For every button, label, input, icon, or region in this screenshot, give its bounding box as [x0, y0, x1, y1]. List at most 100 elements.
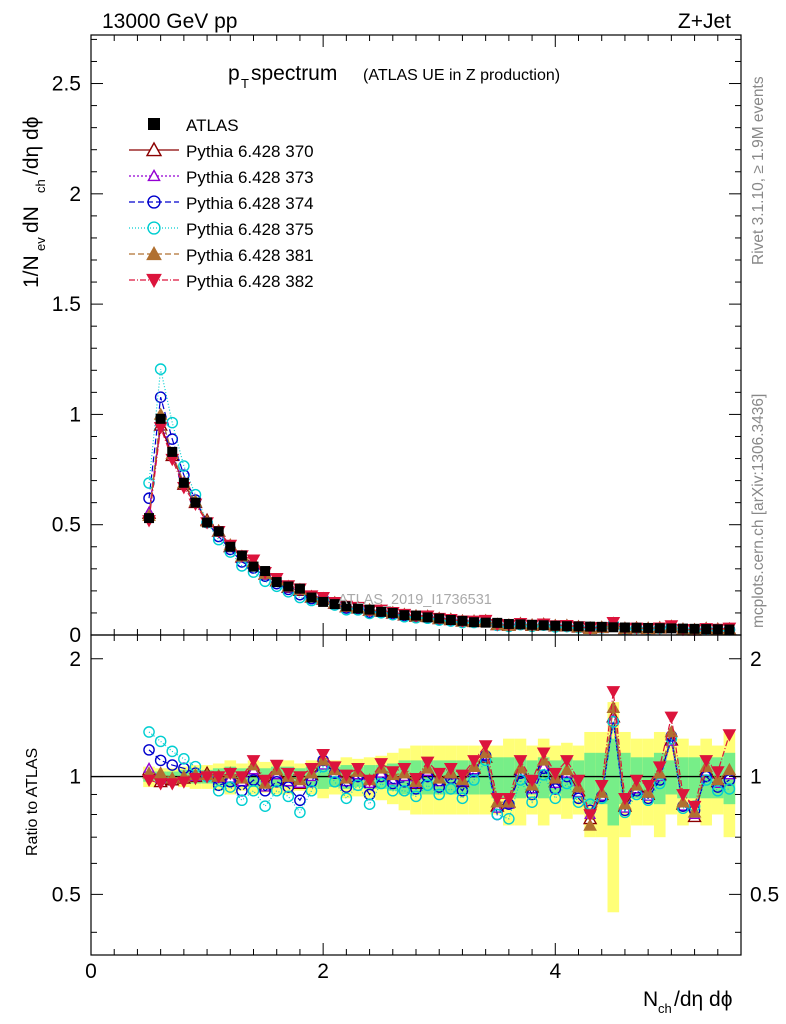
x-axis-label: N ch /dη dϕ [643, 988, 732, 1016]
series-point-ratio [281, 767, 296, 781]
ylabel-sub1: ev [33, 237, 48, 251]
series-point-ratio [664, 711, 679, 724]
data-point [585, 621, 596, 632]
series-point-ratio [699, 755, 714, 768]
data-point [352, 603, 363, 614]
ratio-y-label: Ratio to ATLAS [24, 748, 41, 856]
series-point-ratio [618, 792, 632, 806]
process-label: Z+Jet [678, 10, 731, 33]
series-point-ratio [502, 792, 516, 806]
series-point-main [154, 391, 167, 404]
series-point-ratio [583, 809, 597, 822]
series-point-ratio [340, 792, 353, 805]
xlabel-a: N [643, 988, 658, 1011]
ratio-band-green [479, 760, 492, 795]
series-point-ratio [293, 771, 307, 784]
data-point [515, 619, 526, 630]
series-point-ratio [572, 792, 585, 805]
series-point-ratio [676, 789, 690, 802]
legend-label: Pythia 6.428 382 [186, 272, 314, 291]
series-point-ratio [269, 759, 284, 773]
ratio-y-tick-label-right: 1 [750, 766, 762, 789]
series-point-ratio [304, 762, 319, 776]
ratio-y-tick-label: 1 [69, 766, 81, 789]
series-point-ratio [513, 755, 528, 768]
series-point-ratio [223, 767, 238, 781]
series-point-ratio [211, 771, 226, 784]
series-point-ratio [606, 686, 621, 699]
legend-label: Pythia 6.428 370 [186, 142, 314, 161]
data-point [596, 621, 607, 632]
series-point-ratio [606, 700, 621, 713]
series-point-ratio [375, 777, 387, 790]
data-point [619, 622, 630, 633]
title-p: p [228, 62, 240, 85]
series-point-ratio [385, 766, 400, 779]
series-point-ratio [445, 783, 457, 795]
series-point-ratio [327, 761, 342, 774]
data-point [306, 592, 317, 603]
data-point [318, 596, 329, 607]
x-tick-label: 4 [549, 960, 561, 983]
series-point-ratio [722, 762, 737, 776]
series-point-ratio [294, 806, 306, 819]
series-point-ratio [525, 774, 539, 788]
series-point-ratio [629, 774, 644, 788]
series-point-ratio [549, 792, 562, 805]
ratio-band-green [503, 757, 515, 799]
series-point-ratio [490, 792, 505, 806]
data-point [480, 617, 491, 628]
data-point [527, 619, 538, 630]
series-point-ratio [432, 767, 447, 781]
series-point-ratio [339, 769, 354, 782]
data-point [701, 624, 712, 635]
series-point-ratio [236, 794, 248, 807]
data-point [236, 550, 247, 561]
series-point-ratio [235, 771, 249, 784]
legend-marker [146, 245, 162, 261]
legend-label: Pythia 6.428 373 [186, 168, 314, 187]
data-point [538, 620, 549, 631]
series-point-main [143, 492, 155, 505]
data-point [213, 526, 224, 537]
data-point [654, 623, 665, 634]
series-point-ratio [177, 776, 191, 789]
series-point-ratio [246, 755, 261, 768]
series-point-ratio [328, 775, 341, 788]
y-tick-label: 0 [69, 624, 81, 647]
ratio-band-green [665, 760, 678, 795]
series-point-ratio [282, 790, 295, 803]
series-point-ratio [143, 726, 155, 738]
series-point-ratio [560, 755, 574, 768]
data-point [561, 621, 572, 632]
axes: 0 2 400.511.522.50.5 0.51 12 2 [52, 35, 779, 983]
data-point [666, 623, 677, 634]
series-point-ratio [188, 772, 203, 786]
legend-marker [147, 195, 161, 209]
series-point-ratio [398, 784, 411, 797]
data-point [190, 497, 201, 508]
series-point-ratio [200, 771, 214, 784]
legend-marker [146, 273, 162, 289]
series-point-ratio [503, 812, 515, 825]
ylabel-a: 1/N [20, 255, 43, 288]
data-point [294, 583, 305, 594]
series-point-ratio [687, 800, 702, 814]
series-point-ratio [536, 747, 551, 760]
series-point-ratio [572, 796, 585, 809]
data-point [167, 446, 178, 457]
series-point-ratio [165, 778, 180, 791]
data-point [469, 617, 480, 628]
data-point [376, 606, 387, 617]
ratio-band-green [537, 757, 550, 799]
legend-label-data: ATLAS [186, 116, 239, 135]
series-point-ratio [351, 762, 365, 776]
series-point-ratio [421, 779, 434, 792]
series-point-ratio [652, 761, 667, 774]
ratio-y-tick-label-right: 2 [750, 648, 762, 671]
series-point-ratio [571, 774, 586, 788]
title-rest: spectrum [251, 62, 337, 85]
ratio-band-green [595, 752, 608, 805]
series-point-ratio [270, 784, 283, 797]
data-point [178, 477, 189, 488]
